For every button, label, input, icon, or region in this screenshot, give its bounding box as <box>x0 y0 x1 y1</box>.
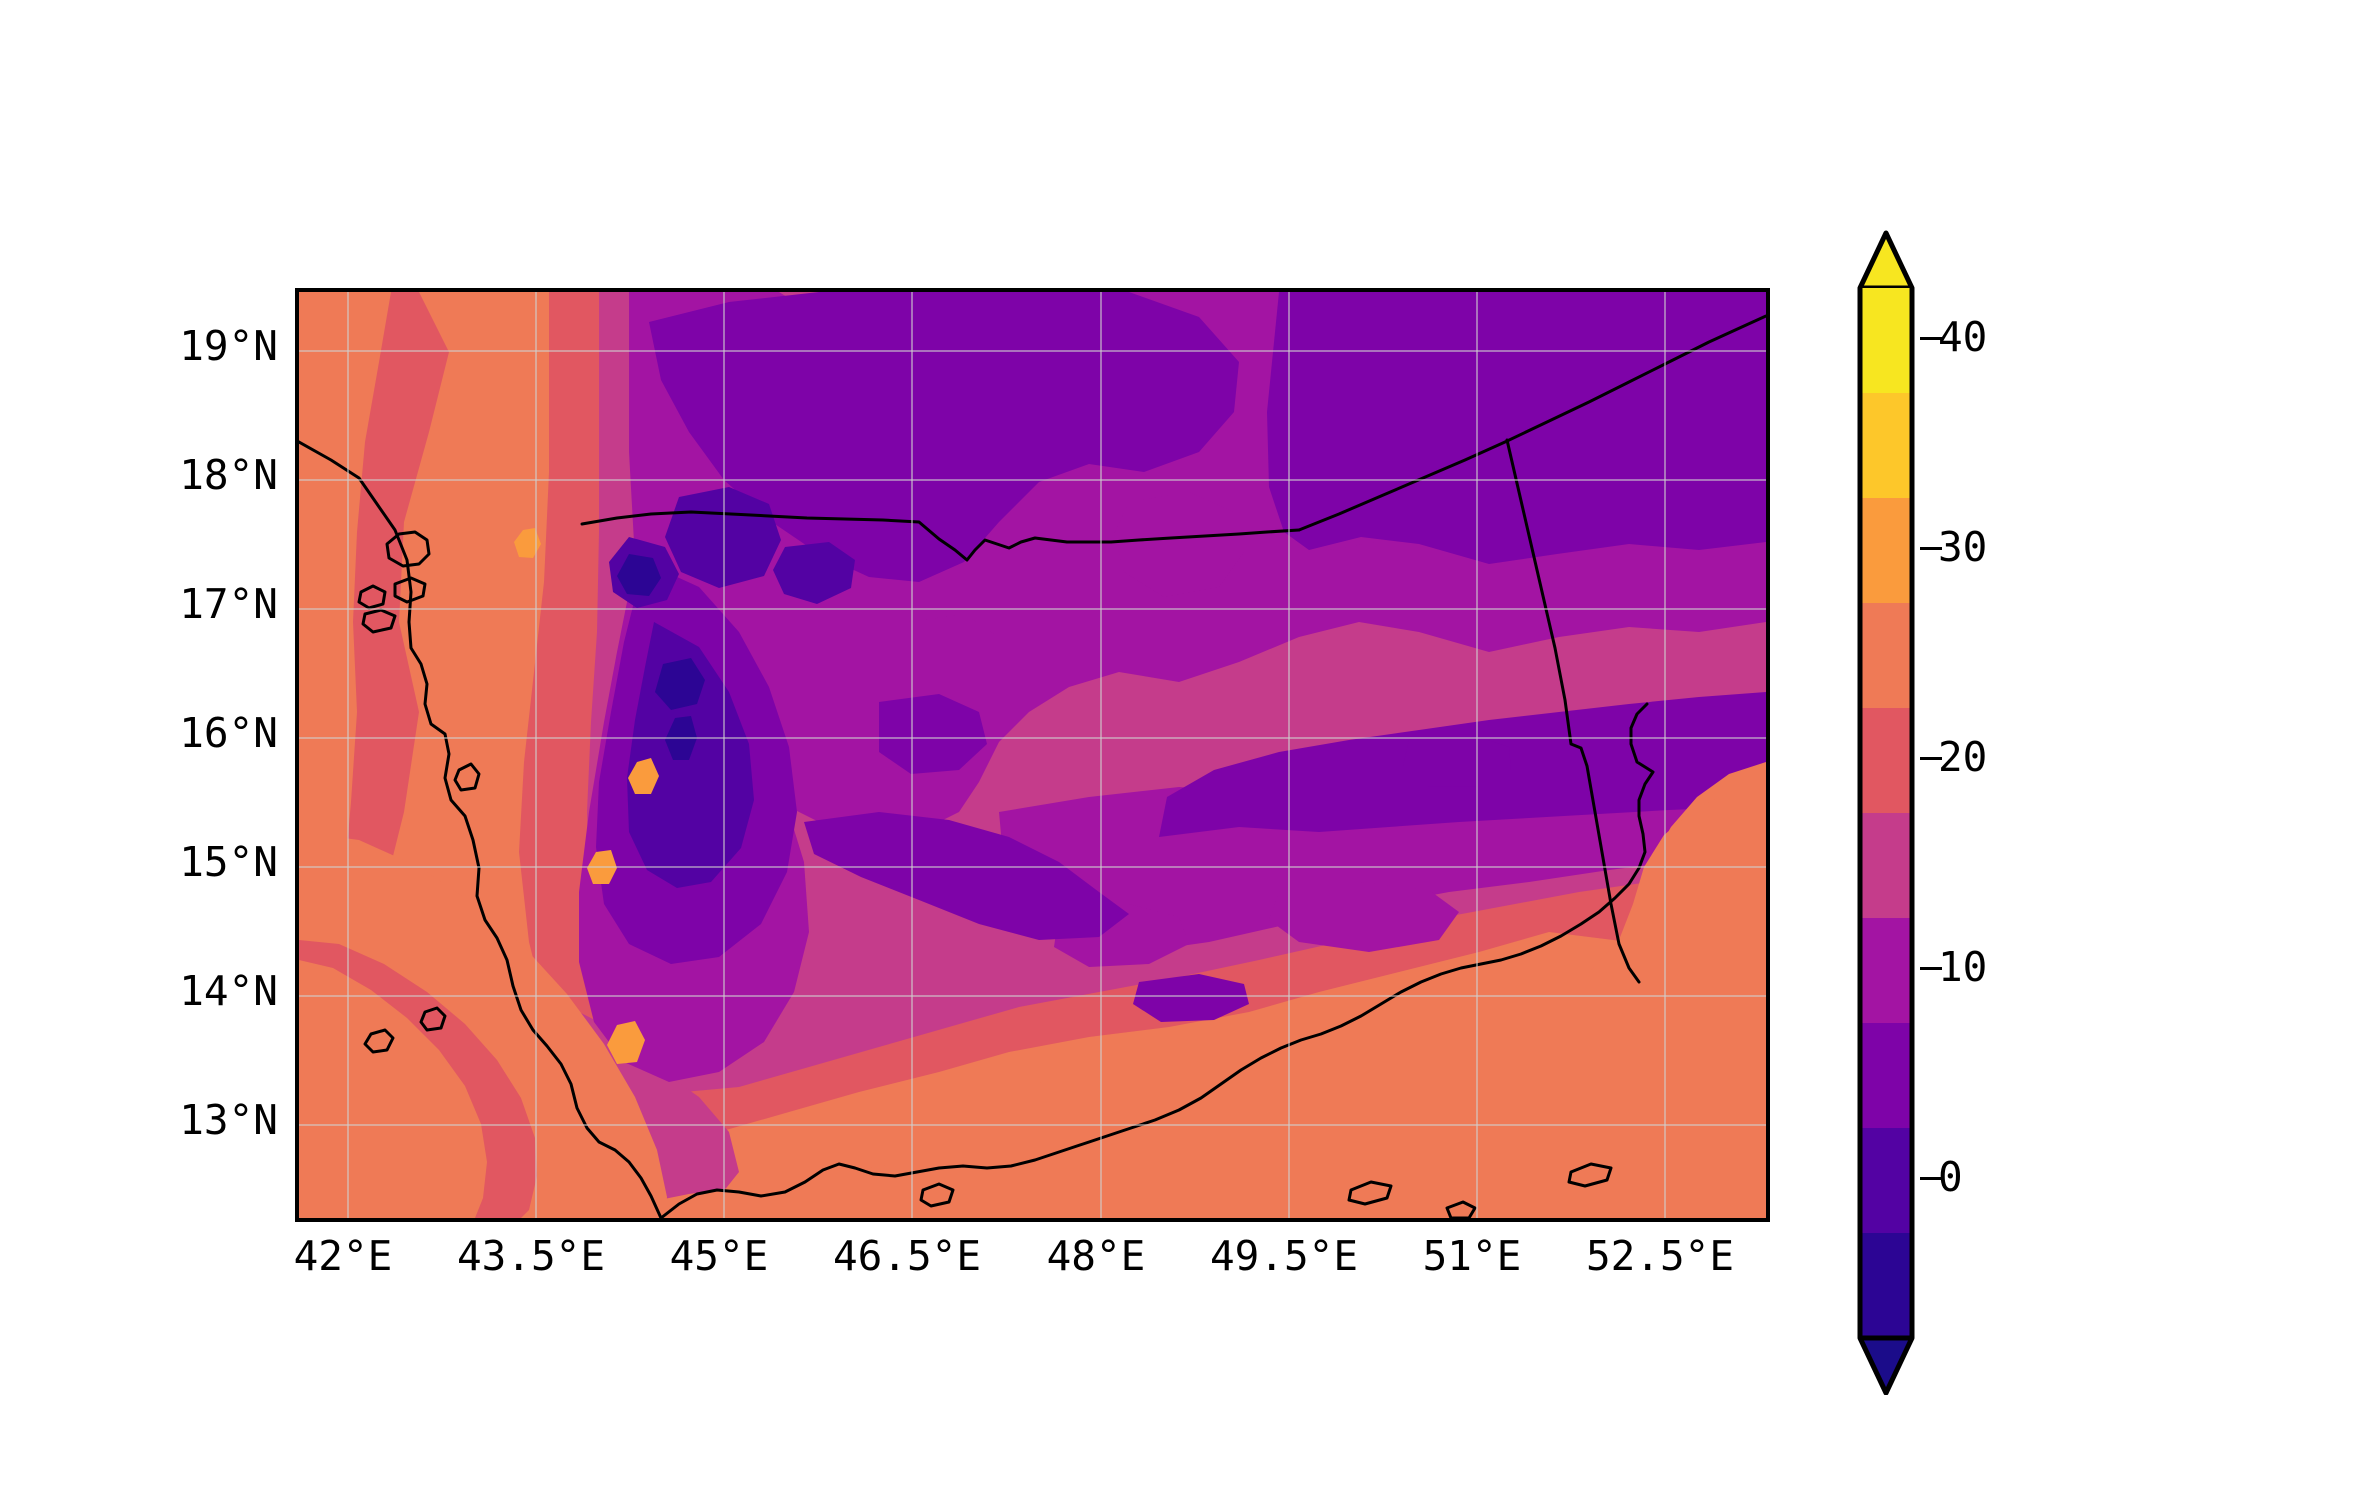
ytick-label: 18°N <box>179 451 278 499</box>
gridline-horizontal <box>299 866 1766 868</box>
gridline-vertical <box>1664 292 1666 1218</box>
xtick-label: 52.5°E <box>1585 1232 1735 1280</box>
gridline-horizontal <box>299 1124 1766 1126</box>
ytick-label: 17°N <box>179 580 278 628</box>
colorbar-tick-label: 40 <box>1938 313 1988 361</box>
gridline-horizontal <box>299 995 1766 997</box>
gridline-vertical <box>347 292 349 1218</box>
map-clip <box>299 292 1766 1218</box>
xtick-label: 51°E <box>1422 1232 1522 1280</box>
gridline-horizontal <box>299 350 1766 352</box>
xtick-label: 46.5°E <box>832 1232 982 1280</box>
gridline-horizontal <box>299 608 1766 610</box>
colorbar-tick-label: 20 <box>1938 733 1988 781</box>
gridline-horizontal <box>299 479 1766 481</box>
map-plot-area <box>295 288 1770 1222</box>
colorbar: 40 30 20 10 0 <box>1857 230 1987 1395</box>
xtick-label: 42°E <box>293 1232 393 1280</box>
xtick-label: 45°E <box>669 1232 769 1280</box>
gridline-vertical <box>1288 292 1290 1218</box>
ytick-label: 15°N <box>179 838 278 886</box>
temperature-contour-field <box>299 292 1766 1218</box>
ytick-label: 13°N <box>179 1096 278 1144</box>
colorbar-tickmark <box>1920 547 1942 550</box>
colorbar-gradient <box>1857 230 1915 1395</box>
colorbar-tickmark <box>1920 757 1942 760</box>
gridline-vertical <box>535 292 537 1218</box>
gridline-vertical <box>1100 292 1102 1218</box>
gridline-vertical <box>723 292 725 1218</box>
colorbar-tick-label: 30 <box>1938 523 1988 571</box>
xtick-label: 49.5°E <box>1209 1232 1359 1280</box>
colorbar-tickmark <box>1920 337 1942 340</box>
xtick-label: 43.5°E <box>456 1232 606 1280</box>
xtick-label: 48°E <box>1046 1232 1146 1280</box>
ytick-label: 14°N <box>179 967 278 1015</box>
ytick-label: 19°N <box>179 322 278 370</box>
gridline-vertical <box>1476 292 1478 1218</box>
ytick-label: 16°N <box>179 709 278 757</box>
colorbar-tick-label: 10 <box>1938 943 1988 991</box>
colorbar-tickmark <box>1920 1177 1942 1180</box>
colorbar-tickmark <box>1920 967 1942 970</box>
gridline-vertical <box>911 292 913 1218</box>
gridline-horizontal <box>299 737 1766 739</box>
colorbar-tick-label: 0 <box>1938 1153 1963 1201</box>
